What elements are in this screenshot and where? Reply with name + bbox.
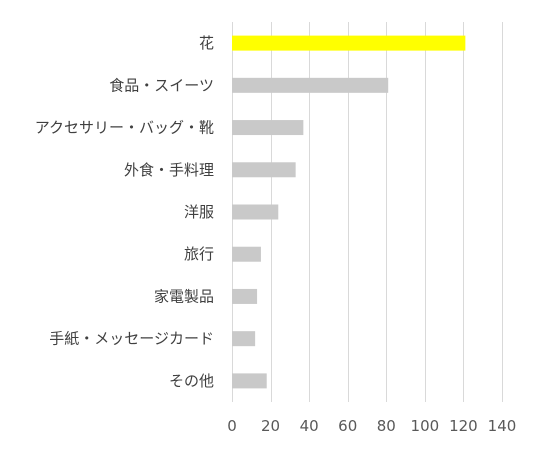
category-label: 外食・手料理 (124, 161, 214, 179)
category-label: 花 (199, 34, 214, 52)
x-tick-label: 100 (411, 417, 440, 435)
bar-2 (232, 120, 304, 136)
x-tick-label: 40 (300, 417, 319, 435)
category-label: 洋服 (184, 203, 214, 221)
category-label: 手紙・メッセージカード (49, 330, 214, 348)
x-tick-label: 0 (227, 417, 237, 435)
bar-4 (232, 204, 279, 220)
category-labels: 花食品・スイーツアクセサリー・バッグ・靴外食・手料理洋服旅行家電製品手紙・メッセ… (35, 34, 214, 390)
category-label: その他 (169, 372, 214, 390)
bar-0 (232, 35, 466, 51)
bars (232, 35, 466, 389)
x-tick-label: 120 (449, 417, 478, 435)
category-label: 食品・スイーツ (109, 76, 214, 94)
x-axis-tick-labels: 0 20 40 60 80 100 120 140 (227, 417, 516, 435)
category-label: 旅行 (184, 245, 214, 263)
bar-8 (232, 373, 267, 389)
category-label: 家電製品 (154, 287, 214, 305)
x-tick-label: 20 (261, 417, 280, 435)
bar-7 (232, 331, 256, 347)
bar-6 (232, 288, 258, 304)
x-tick-label: 80 (377, 417, 396, 435)
x-tick-label: 60 (338, 417, 357, 435)
bar-3 (232, 162, 296, 178)
x-tick-label: 140 (488, 417, 517, 435)
category-label: アクセサリー・バッグ・靴 (35, 119, 214, 137)
bar-5 (232, 246, 261, 262)
bar-1 (232, 77, 389, 93)
